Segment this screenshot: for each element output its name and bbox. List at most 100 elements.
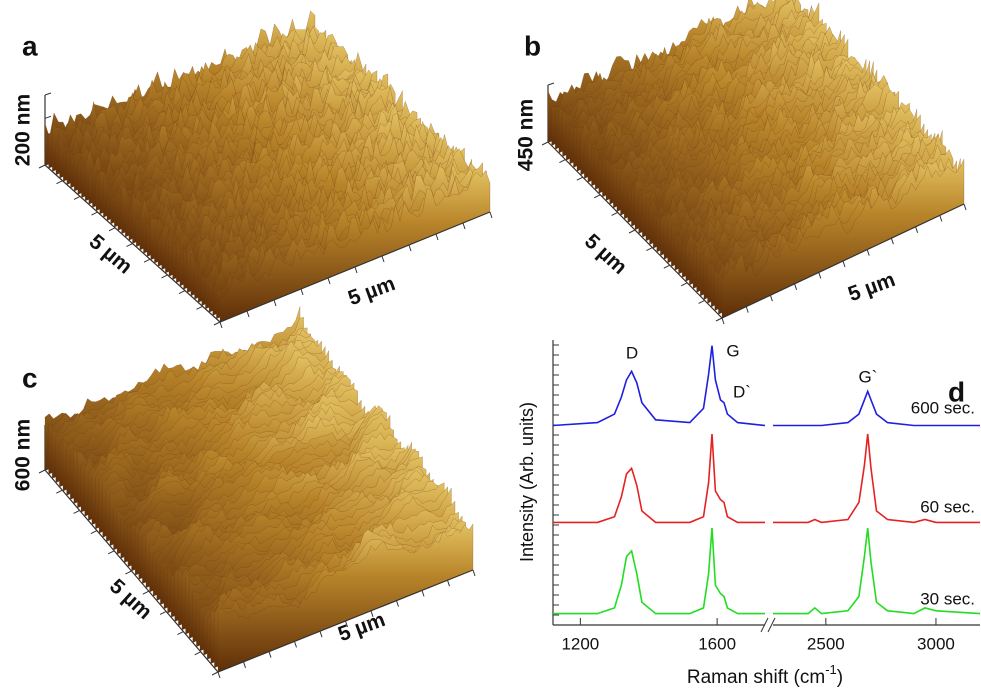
depth-tick xyxy=(211,671,219,676)
depth-tick xyxy=(108,227,116,232)
panel-letter: d xyxy=(948,376,965,407)
x-axis-label-part: ) xyxy=(837,667,843,688)
x-tick-label: 1200 xyxy=(561,634,599,653)
width-tick xyxy=(462,222,466,230)
spectrum-line xyxy=(773,389,980,427)
depth-tick xyxy=(541,141,549,146)
afm-surface xyxy=(547,0,965,319)
width-tick xyxy=(370,610,374,617)
raman-chart: 1200 1600 2500 3000 Raman shift (cm-1) Intens… xyxy=(517,340,981,688)
width-tick xyxy=(294,641,297,648)
width-tick xyxy=(435,233,439,241)
width-tick xyxy=(273,299,277,307)
x-axis-label-part: -1 xyxy=(825,662,837,677)
depth-tick xyxy=(576,176,584,181)
depth-tick xyxy=(161,274,168,279)
z-tick xyxy=(44,115,52,119)
width-tick xyxy=(319,631,323,638)
depth-tick xyxy=(38,164,46,169)
x-tick-label: 3000 xyxy=(917,634,955,653)
width-tick xyxy=(939,215,943,222)
z-tick xyxy=(547,82,555,86)
depth-tick xyxy=(90,530,98,535)
peak-label: D` xyxy=(733,382,751,401)
z-label: 450 nm xyxy=(515,99,538,171)
depth-tick xyxy=(628,229,636,234)
depth-tick xyxy=(125,570,132,575)
width-label: 5 µm xyxy=(845,268,898,306)
surface-strip xyxy=(721,159,965,319)
spectrum-line xyxy=(553,528,765,615)
y-axis-label: Intensity (Arb. units) xyxy=(517,402,537,562)
x-axis-label: Raman shift (cm-1) xyxy=(687,662,843,688)
spectrum-line xyxy=(773,528,981,615)
width-tick xyxy=(472,569,476,577)
width-tick xyxy=(243,661,246,668)
afm-surface xyxy=(44,306,474,673)
depth-label: 5 µm xyxy=(580,230,631,279)
series-label: 60 sec. xyxy=(920,497,975,516)
depth-tick xyxy=(107,550,115,555)
series-label: 30 sec. xyxy=(920,589,975,608)
depth-tick xyxy=(91,211,98,216)
width-tick xyxy=(963,203,967,211)
width-label: 5 µm xyxy=(345,272,398,310)
width-tick xyxy=(421,590,425,597)
width-tick xyxy=(246,310,250,318)
depth-tick xyxy=(194,651,201,656)
width-tick xyxy=(721,317,725,325)
depth-tick xyxy=(680,282,688,287)
width-tick xyxy=(345,620,348,628)
width-tick xyxy=(217,671,221,679)
depth-tick xyxy=(559,159,566,164)
width-tick xyxy=(354,266,358,274)
depth-tick xyxy=(196,305,203,310)
surface-strip xyxy=(219,170,491,323)
depth-tick xyxy=(142,590,150,595)
width-tick xyxy=(818,272,822,279)
afm-surface xyxy=(44,10,491,323)
width-tick xyxy=(447,580,450,587)
surface-strip xyxy=(217,523,474,673)
axis-break xyxy=(760,617,776,633)
depth-tick xyxy=(611,211,618,216)
spectrum-line xyxy=(773,433,980,524)
spectrum-line xyxy=(553,433,765,524)
panel-letter: a xyxy=(22,30,38,61)
width-tick xyxy=(300,288,304,296)
width-tick xyxy=(915,226,919,233)
width-tick xyxy=(327,277,331,285)
width-tick xyxy=(489,211,493,219)
x-axis-label-part: Raman shift (cm xyxy=(687,667,825,688)
x-tick-label: 2500 xyxy=(807,634,845,653)
depth-tick xyxy=(698,299,705,304)
depth-tick xyxy=(126,243,133,247)
depth-tick xyxy=(73,509,80,514)
depth-tick xyxy=(213,321,221,326)
depth-tick xyxy=(178,290,186,295)
depth-tick xyxy=(73,195,81,200)
width-tick xyxy=(268,651,272,658)
peak-label: G` xyxy=(859,367,878,386)
depth-tick xyxy=(663,264,671,269)
width-tick xyxy=(381,255,385,263)
z-label: 600 nm xyxy=(12,419,35,491)
series-label: 600 sec. xyxy=(911,398,975,417)
spectrum-line xyxy=(552,345,766,427)
width-tick xyxy=(745,306,749,313)
width-tick xyxy=(866,249,870,256)
depth-tick xyxy=(56,489,63,494)
depth-tick xyxy=(646,247,653,252)
width-tick xyxy=(842,260,846,268)
x-tick-label: 1600 xyxy=(698,634,736,653)
peak-label: G xyxy=(726,341,739,360)
peak-label: D xyxy=(626,343,638,362)
width-tick xyxy=(219,321,223,329)
panel-letter: c xyxy=(22,362,38,393)
depth-tick xyxy=(715,317,723,322)
width-tick xyxy=(769,295,773,302)
z-label: 200 nm xyxy=(12,94,35,166)
width-tick xyxy=(408,244,412,252)
